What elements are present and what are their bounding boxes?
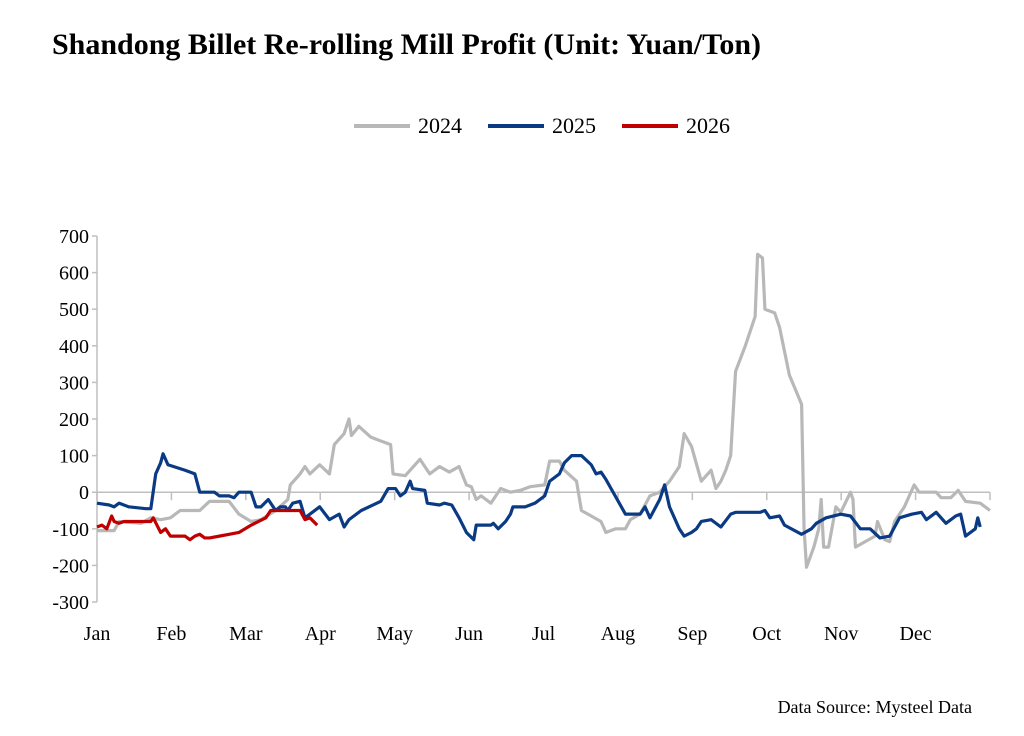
y-tick-label: 700 <box>59 226 89 248</box>
y-tick-label: 0 <box>79 482 89 504</box>
y-tick-label: 200 <box>59 409 89 431</box>
chart-title: Shandong Billet Re-rolling Mill Profit (… <box>52 28 761 61</box>
legend-item-2025: 2025 <box>488 113 596 139</box>
x-tick-label: Sep <box>677 623 707 645</box>
x-tick-label: Feb <box>156 623 186 645</box>
x-tick-label: Aug <box>601 623 635 645</box>
series-line-2024 <box>97 252 991 569</box>
y-tick-label: -100 <box>52 519 89 541</box>
x-tick-label: Nov <box>824 623 858 645</box>
series-line-2026 <box>96 508 319 542</box>
series-line-2025 <box>96 452 982 542</box>
x-tick-label: Apr <box>305 623 336 645</box>
legend-label: 2024 <box>418 113 462 138</box>
legend-swatch <box>354 124 410 128</box>
legend-item-2026: 2026 <box>622 113 730 139</box>
legend-label: 2026 <box>686 113 730 138</box>
y-tick-label: 500 <box>59 299 89 321</box>
x-tick-label: Dec <box>899 623 931 645</box>
x-tick-label: Oct <box>752 623 781 645</box>
legend: 2024 2025 2026 <box>0 113 1024 139</box>
legend-swatch <box>488 124 544 128</box>
x-tick-label: Mar <box>229 623 263 645</box>
y-tick-label: 600 <box>59 263 89 285</box>
x-tick-label: Jan <box>84 623 111 645</box>
legend-swatch <box>622 124 678 128</box>
y-tick-label: -300 <box>52 592 89 614</box>
y-tick-label: 300 <box>59 372 89 394</box>
y-tick-label: 400 <box>59 336 89 358</box>
y-tick-label: -200 <box>52 555 89 577</box>
legend-label: 2025 <box>552 113 596 138</box>
data-source: Data Source: Mysteel Data <box>777 697 972 717</box>
y-tick-label: 100 <box>59 446 89 468</box>
x-tick-label: Jul <box>532 623 556 645</box>
legend-item-2024: 2024 <box>354 113 462 139</box>
x-tick-label: May <box>376 623 413 645</box>
x-tick-label: Jun <box>455 623 483 645</box>
